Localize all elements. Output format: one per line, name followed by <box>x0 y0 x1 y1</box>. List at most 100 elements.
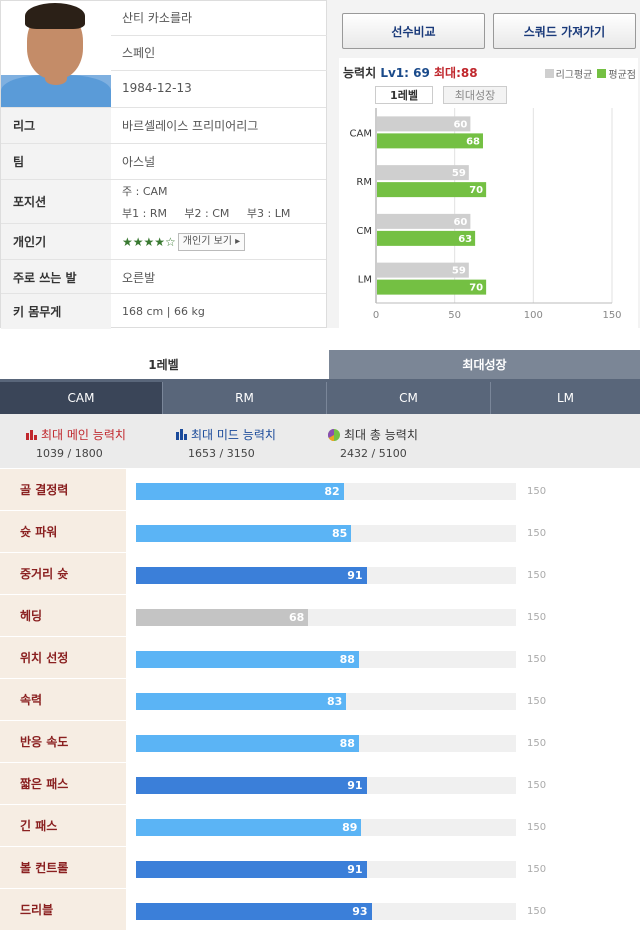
bar-chart-red-icon <box>26 430 37 440</box>
stat-max: 150 <box>527 528 547 539</box>
stat-row: 헤딩 68 150 <box>0 595 640 637</box>
chart-tab-level[interactable]: 1레벨 <box>375 86 433 104</box>
summary-total: 최대 총 능력치 2432 / 5100 <box>328 426 418 460</box>
position-tab-cm[interactable]: CM <box>327 382 491 414</box>
stat-label: 반응 속도 <box>0 721 126 762</box>
chart-legend: 리그평균 평균점 <box>542 66 636 81</box>
chart-bar-avg <box>377 133 483 149</box>
stat-bar-fill: 83 <box>136 693 347 710</box>
team-row: 팀 아스널 <box>1 143 326 179</box>
stat-bar-fill: 91 <box>136 777 367 794</box>
chart-data-label: 59 <box>452 266 466 277</box>
stat-bar-track: 93 <box>136 903 516 920</box>
stat-label: 드리블 <box>0 889 126 930</box>
body-label: 키 몸무게 <box>1 294 111 329</box>
chart-category-label: CM <box>356 226 372 237</box>
stat-row: 긴 패스 89 150 <box>0 805 640 847</box>
legend-swatch-league <box>544 69 554 78</box>
stat-max: 150 <box>527 780 547 791</box>
stat-bar-fill: 68 <box>136 609 309 626</box>
chart-bar-league <box>377 262 469 278</box>
summary-main-title: 최대 메인 능력치 <box>41 428 126 442</box>
squad-button[interactable]: 스쿼드 가져가기 <box>493 13 636 49</box>
skill-stars: ★★★★☆ <box>122 234 176 249</box>
chart-data-label: 60 <box>453 119 467 130</box>
chart-data-label: 70 <box>469 283 483 294</box>
player-name: 산티 카소를라 <box>111 1 327 36</box>
tab-divider <box>0 379 640 382</box>
chart-category-label: RM <box>356 177 372 188</box>
bar-chart-blue-icon <box>176 429 187 440</box>
stat-value: 91 <box>347 569 363 582</box>
stat-max: 150 <box>527 654 547 665</box>
chart-tick-label: 50 <box>448 310 461 321</box>
stat-label: 슛 파워 <box>0 511 126 552</box>
stat-bar-track: 89 <box>136 819 516 836</box>
stat-max: 150 <box>527 612 547 623</box>
summary-main: 최대 메인 능력치 1039 / 1800 <box>26 426 126 460</box>
stat-value: 91 <box>347 863 363 876</box>
stat-label: 헤딩 <box>0 595 126 636</box>
stat-row: 속력 83 150 <box>0 679 640 721</box>
stat-chart-panel: 선수비교 스쿼드 가져가기 능력치 Lv1: 69 최대:88 리그평균 평균점… <box>327 0 640 328</box>
stat-row: 볼 컨트롤 91 150 <box>0 847 640 889</box>
chart-data-label: 59 <box>452 168 466 179</box>
stat-row: 위치 선정 88 150 <box>0 637 640 679</box>
stat-value: 85 <box>332 527 348 540</box>
position-label: 포지션 <box>1 180 111 223</box>
summary-mid: 최대 미드 능력치 1653 / 3150 <box>176 426 276 460</box>
player-photo <box>1 1 111 107</box>
position-tab-cam[interactable]: CAM <box>0 382 163 414</box>
stat-value: 82 <box>324 485 340 498</box>
summary-total-title: 최대 총 능력치 <box>344 428 418 442</box>
legend-league: 리그평균 <box>555 70 593 81</box>
chart-tab-max[interactable]: 최대성장 <box>443 86 507 104</box>
stat-bar-track: 68 <box>136 609 516 626</box>
view-skills-button[interactable]: 개인기 보기 ▸ <box>177 232 246 251</box>
stat-bar-fill: 85 <box>136 525 352 542</box>
skill-label: 개인기 <box>1 224 111 259</box>
chart-category-label: LM <box>358 275 372 286</box>
position-tab-lm[interactable]: LM <box>556 391 575 405</box>
chart-title-level: Lv1: 69 <box>380 66 430 80</box>
stat-bar-track: 91 <box>136 567 516 584</box>
chart-title: 능력치 Lv1: 69 최대:88 <box>343 64 478 81</box>
position-tabs: CAM RM CM LM <box>0 382 640 414</box>
stat-max: 150 <box>527 738 547 749</box>
compare-button[interactable]: 선수비교 <box>342 13 485 49</box>
chart-tick-label: 100 <box>524 310 543 321</box>
stat-label: 긴 패스 <box>0 805 126 846</box>
tab-level-1[interactable]: 1레벨 <box>0 350 327 379</box>
stat-max: 150 <box>527 822 547 833</box>
stat-bar-fill: 91 <box>136 567 367 584</box>
pie-chart-icon <box>328 428 340 441</box>
stat-value: 88 <box>339 653 355 666</box>
position-tab-rm[interactable]: RM <box>163 382 327 414</box>
tab-max-growth[interactable]: 최대성장 <box>329 350 640 379</box>
stat-max: 150 <box>527 570 547 581</box>
main-position: 주 : CAM <box>122 184 168 198</box>
stat-value: 68 <box>288 611 305 624</box>
stat-row: 짧은 패스 91 150 <box>0 763 640 805</box>
stat-max: 150 <box>527 864 547 875</box>
chart-tick-label: 0 <box>373 310 379 321</box>
stat-value: 93 <box>352 905 368 918</box>
chart-bar-avg <box>377 279 487 295</box>
stat-row: 슛 파워 85 150 <box>0 511 640 553</box>
stat-label: 속력 <box>0 679 126 720</box>
stat-label: 위치 선정 <box>0 637 126 678</box>
player-profile: 산티 카소를라 스페인 1984-12-13 리그 바르셀레이스 프리미어리그 … <box>0 0 327 329</box>
chart-bar-league <box>377 165 469 181</box>
team-value: 아스널 <box>122 155 156 169</box>
foot-label: 주로 쓰는 발 <box>1 260 111 295</box>
league-value: 바르셀레이스 프리미어리그 <box>122 119 259 133</box>
position-row: 포지션 주 : CAM 부1 : RM 부2 : CM 부3 : LM <box>1 179 326 223</box>
chart-tick-label: 150 <box>602 310 621 321</box>
chart-title-max: 최대:88 <box>434 66 478 80</box>
body-value: 168 cm | 66 kg <box>122 305 205 318</box>
stat-label: 중거리 슛 <box>0 553 126 594</box>
body-row: 키 몸무게 168 cm | 66 kg <box>1 293 326 329</box>
stat-label: 짧은 패스 <box>0 763 126 804</box>
player-birth: 1984-12-13 <box>122 81 192 95</box>
stat-max: 150 <box>527 906 547 917</box>
